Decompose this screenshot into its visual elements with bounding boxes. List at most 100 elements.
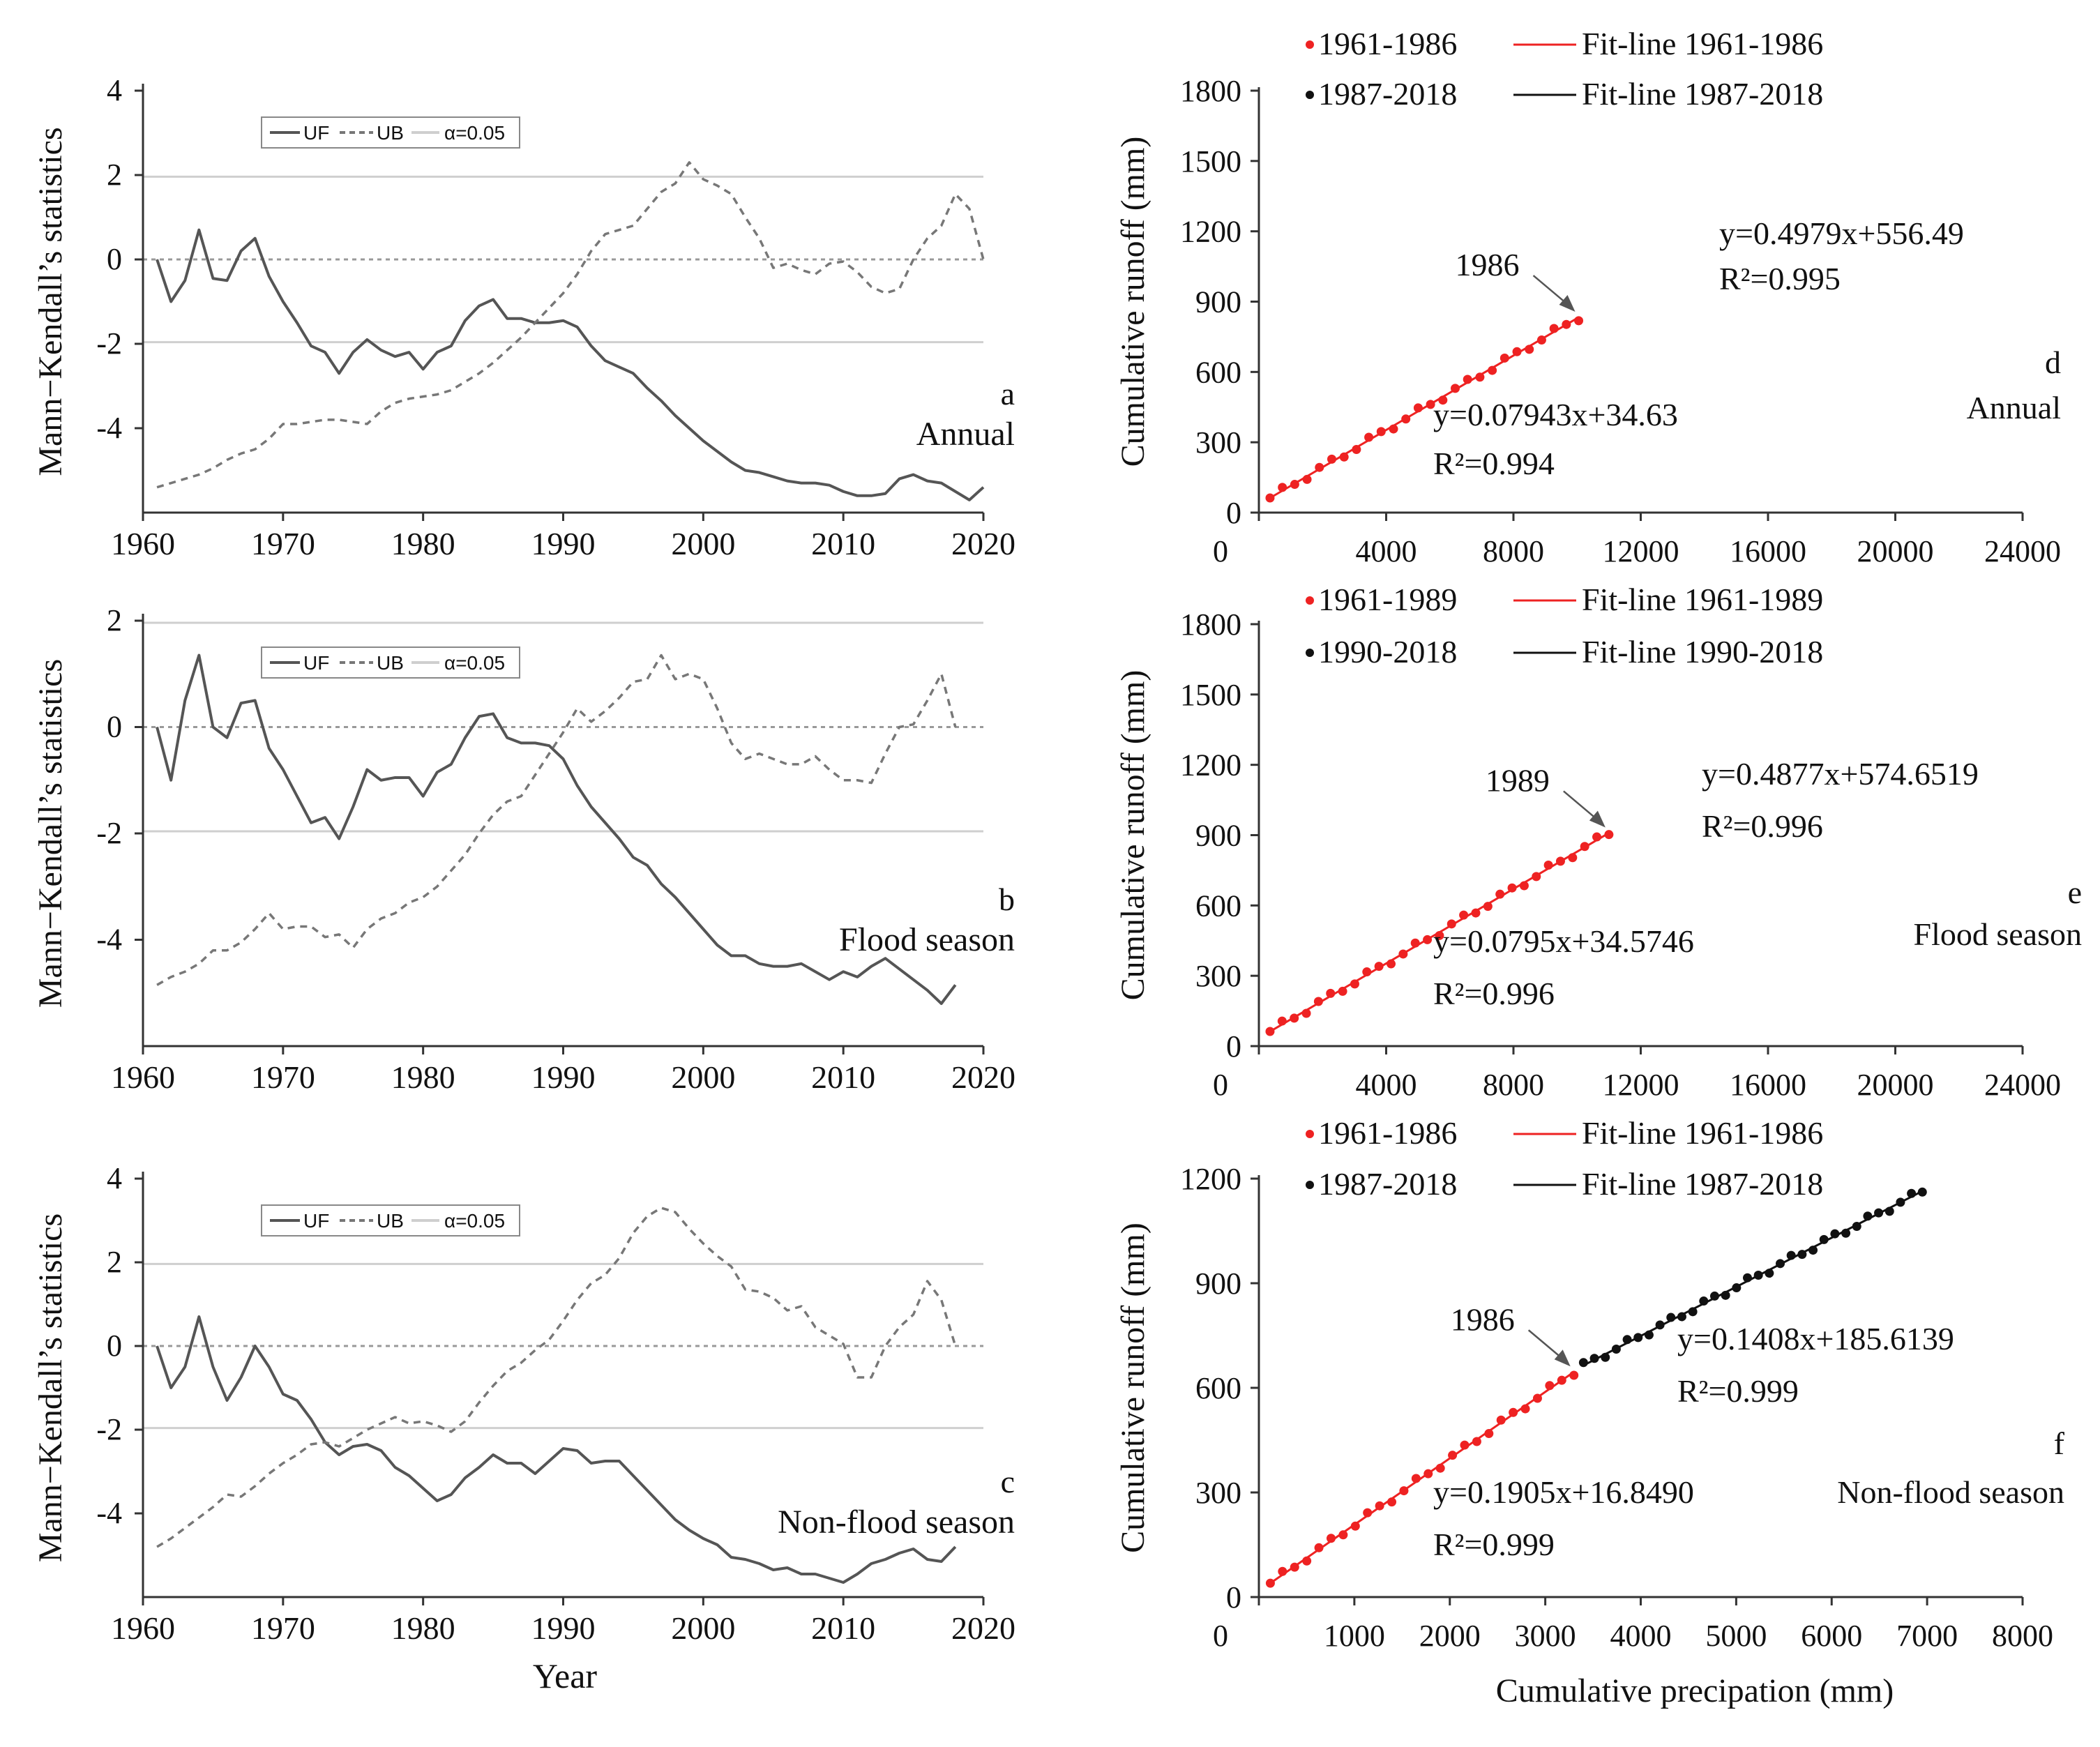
legend-ub-label: UB <box>377 652 404 674</box>
data-point <box>1352 444 1361 454</box>
y-axis-label: Cumulative runoff (mm) <box>1115 1223 1151 1553</box>
x-tick-label: 1960 <box>111 526 175 561</box>
x-tick-label: 6000 <box>1801 1619 1862 1653</box>
mk-x-axis-label: Year <box>533 1656 597 1695</box>
data-point <box>1666 1313 1676 1322</box>
legend-period2-label: 1990-2018 <box>1318 634 1457 670</box>
data-point <box>1362 967 1372 977</box>
legend-period2-label: 1987-2018 <box>1318 1166 1457 1202</box>
data-point <box>1874 1208 1884 1218</box>
data-point <box>1611 1345 1621 1354</box>
data-point <box>1302 1556 1312 1566</box>
legend-frame <box>261 1204 520 1236</box>
data-point <box>1555 856 1565 866</box>
data-point <box>1484 1429 1494 1439</box>
fit-equation: y=0.4979x+556.49 <box>1719 215 1964 251</box>
data-point <box>1509 1407 1518 1417</box>
data-point <box>1604 830 1614 840</box>
legend-period1-label: 1961-1986 <box>1318 26 1457 61</box>
data-point <box>1819 1234 1829 1244</box>
data-point <box>1471 908 1481 918</box>
data-point <box>1399 1486 1409 1496</box>
y-tick-label: 600 <box>1195 1371 1241 1405</box>
legend: 1961-1986 Fit-line 1961-1986 1987-2018 Fit-… <box>1306 1115 1823 1202</box>
panel-letter: d <box>2045 345 2061 380</box>
series-line-ub <box>156 161 985 489</box>
data-point <box>1314 1543 1324 1552</box>
x-tick-label: 4000 <box>1356 534 1417 568</box>
data-point <box>1688 1307 1698 1317</box>
data-point <box>1545 1381 1555 1391</box>
legend-period1-marker <box>1306 40 1314 49</box>
y-tick-label: -2 <box>96 1412 122 1446</box>
y-tick-label: 1800 <box>1180 607 1241 642</box>
break-arrowhead <box>1559 295 1576 312</box>
legend-ub-label: UB <box>377 122 404 144</box>
x-tick-label: 3000 <box>1515 1619 1576 1653</box>
x-tick-label: 1970 <box>251 1610 315 1646</box>
x-tick-label: 20000 <box>1857 1068 1934 1102</box>
legend-alpha-label: α=0.05 <box>444 122 505 144</box>
y-axis-label: Mann−Kendall’s statistics <box>32 659 69 1008</box>
data-point <box>1753 1270 1763 1280</box>
r-squared: R²=0.996 <box>1433 976 1555 1011</box>
data-point <box>1278 483 1287 492</box>
y-tick-label: 1200 <box>1180 1162 1241 1196</box>
data-point <box>1841 1228 1851 1238</box>
data-point <box>1765 1269 1774 1278</box>
data-point <box>1387 959 1396 969</box>
data-point <box>1655 1320 1665 1330</box>
y-tick-label: -4 <box>96 1496 122 1530</box>
panel-title: Annual <box>1967 390 2061 425</box>
data-point <box>1338 986 1347 996</box>
data-point <box>1742 1273 1752 1283</box>
y-tick-label: 0 <box>107 242 122 276</box>
x-tick-label: 2020 <box>951 1059 1015 1095</box>
break-year-label: 1989 <box>1486 762 1550 798</box>
panel-title: Flood season <box>839 921 1015 958</box>
x-tick-label: 0 <box>1213 534 1228 568</box>
y-tick-label: 900 <box>1195 1266 1241 1301</box>
x-tick-label: 2010 <box>811 1059 875 1095</box>
x-tick-label: 7000 <box>1896 1619 1958 1653</box>
y-tick-label: 1500 <box>1180 678 1241 712</box>
legend-fit1-label: Fit-line 1961-1986 <box>1582 26 1823 61</box>
data-point <box>1525 345 1534 354</box>
legend-alpha-label: α=0.05 <box>444 652 505 674</box>
r-squared: R²=0.999 <box>1677 1373 1799 1409</box>
x-tick-label: 8000 <box>1483 534 1544 568</box>
fit-equation: y=0.07943x+34.63 <box>1433 397 1678 432</box>
break-arrowhead <box>1589 810 1606 828</box>
data-point <box>1451 384 1460 393</box>
r-squared: R²=0.995 <box>1719 261 1841 296</box>
x-tick-label: 1990 <box>531 1610 596 1646</box>
break-arrowhead <box>1554 1349 1571 1367</box>
x-tick-label: 16000 <box>1730 534 1806 568</box>
x-tick-label: 2000 <box>671 1610 735 1646</box>
x-tick-label: 4000 <box>1610 1619 1672 1653</box>
data-point <box>1475 372 1485 382</box>
y-tick-label: 4 <box>107 1161 122 1195</box>
data-point <box>1830 1229 1840 1239</box>
y-tick-label: 300 <box>1195 1476 1241 1510</box>
data-point <box>1364 432 1374 442</box>
panel-letter: b <box>999 882 1015 917</box>
x-tick-label: 1980 <box>391 526 455 561</box>
data-point <box>1852 1222 1861 1232</box>
data-point <box>1549 324 1559 333</box>
legend: UF UB α=0.05 <box>261 646 520 679</box>
data-point <box>1426 400 1435 409</box>
data-point <box>1463 375 1472 384</box>
legend-uf-label: UF <box>303 1210 329 1232</box>
y-tick-label: 900 <box>1195 285 1241 319</box>
data-point <box>1435 1463 1445 1473</box>
legend-period2-marker <box>1306 91 1314 99</box>
data-point <box>1721 1290 1730 1300</box>
panel-title: Non-flood season <box>778 1504 1015 1541</box>
x-tick-label: 0 <box>1213 1068 1228 1102</box>
data-point <box>1578 1358 1588 1368</box>
panel-letter: a <box>1001 376 1015 411</box>
legend-fit2-label: Fit-line 1987-2018 <box>1582 1166 1823 1202</box>
series-line-uf <box>156 1315 957 1584</box>
legend: 1961-1986 Fit-line 1961-1986 1987-2018 Fit-… <box>1306 26 1823 112</box>
